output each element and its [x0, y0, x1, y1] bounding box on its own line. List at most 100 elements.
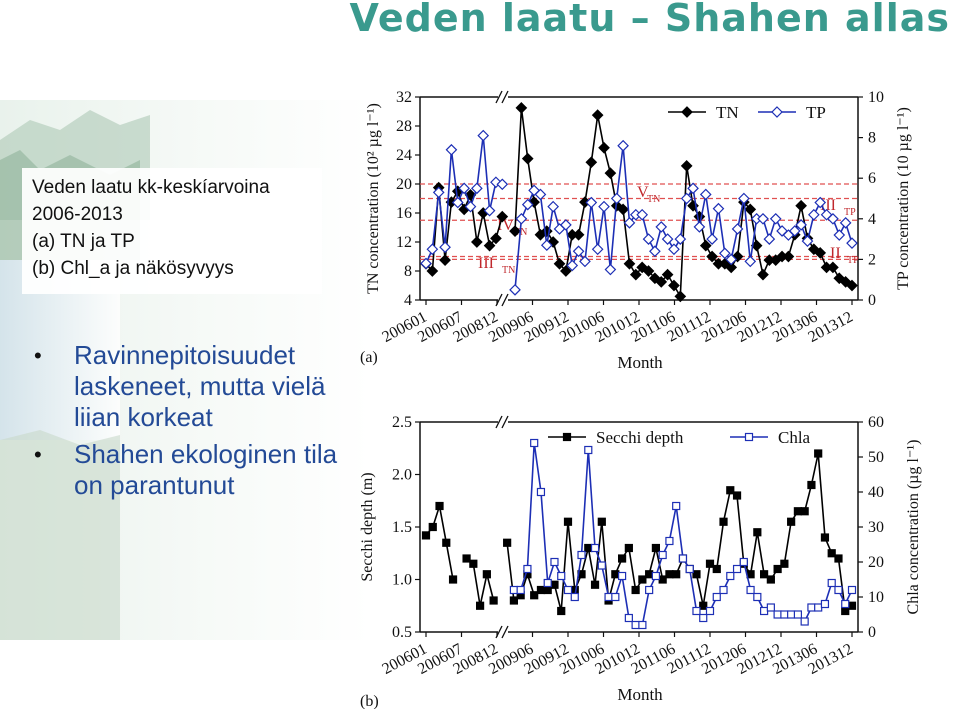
panel-label: (b) — [360, 693, 379, 709]
y-tick-label: 16 — [396, 205, 412, 222]
series-secchi-depth-point — [442, 538, 451, 547]
slide-title: Veden laatu – Shahen allas — [349, 0, 950, 40]
series-tp-point — [534, 188, 547, 201]
series-chla-point — [732, 564, 742, 574]
axis-break-mask — [498, 294, 508, 306]
series-tn-point — [827, 261, 839, 274]
series-secchi-depth-point — [651, 543, 661, 553]
series-tp-point — [420, 257, 432, 270]
series-chla-point — [624, 613, 633, 623]
y2-tick-label: 0 — [868, 292, 876, 309]
y-axis-title: TN concentration (10² µg l⁻¹) — [365, 103, 382, 294]
series-chla-point — [726, 571, 735, 581]
legend-marker — [681, 106, 693, 118]
series-tp-point — [738, 192, 750, 205]
series-secchi-depth-point — [773, 564, 782, 574]
series-secchi-depth-point — [590, 580, 600, 589]
series-tn-point — [661, 268, 674, 281]
axis-break-mark — [501, 415, 509, 429]
legend-label: Chla — [778, 428, 811, 447]
series-chla-point — [651, 571, 661, 581]
series-tp-point — [661, 233, 674, 245]
series-secchi-depth-point — [469, 559, 478, 568]
series-chla-point — [820, 599, 830, 609]
series-tn-point — [426, 265, 439, 277]
series-tp-point — [521, 198, 534, 211]
y2-tick-label: 60 — [868, 414, 884, 431]
series-secchi-depth-point — [719, 517, 728, 526]
series-tp-point — [591, 243, 604, 256]
y2-tick-label: 4 — [868, 211, 876, 228]
series-tp-point — [833, 229, 846, 241]
class-label-sub: TN — [502, 265, 515, 276]
series-secchi-depth-point — [489, 596, 498, 605]
series-tn-point — [680, 160, 693, 172]
bullet-item-1: • Ravinnepitoisuudet laskeneet, mutta vie… — [30, 340, 360, 433]
legend-label: Secchi depth — [596, 428, 684, 447]
series-tp-point — [572, 245, 585, 258]
y-tick-label: 12 — [396, 234, 412, 251]
series-chla-point — [787, 610, 796, 619]
series-tp-point — [788, 225, 801, 237]
class-label-sub: TP — [847, 255, 859, 266]
series-chla-point — [509, 585, 519, 595]
series-secchi-depth-point — [428, 522, 437, 532]
series-secchi-depth-point — [800, 507, 809, 516]
series-tp-point — [604, 263, 617, 276]
bullet-dot-icon: • — [34, 343, 42, 368]
series-secchi-depth-point — [841, 606, 850, 616]
series-chla-point — [645, 585, 654, 595]
series-tp-point — [496, 178, 509, 191]
series-chla-point — [536, 487, 546, 497]
series-secchi-depth-point — [624, 543, 633, 553]
series-secchi-depth-point — [503, 538, 512, 547]
series-tn-point — [642, 265, 655, 277]
summary-line-4: (b) Chl_a ja näkösyvyys — [32, 258, 234, 279]
series-chla-point — [550, 557, 559, 567]
series-tn-point — [623, 257, 636, 270]
series-tp-point — [566, 259, 579, 272]
series-tn-point — [496, 210, 509, 223]
series-chla-point — [543, 578, 552, 588]
series-tp-point — [451, 196, 464, 209]
series-secchi-depth-point — [611, 570, 620, 579]
series-secchi-depth-point — [766, 575, 775, 584]
series-secchi-depth-point — [563, 517, 573, 526]
series-tp-point — [731, 223, 744, 235]
series-chla-point — [584, 445, 593, 455]
series-chla-point — [631, 620, 640, 630]
series-chla-point — [712, 592, 721, 602]
series-tp-point — [439, 241, 451, 254]
series-secchi-depth-point — [448, 575, 458, 584]
series-tp-point — [827, 212, 839, 225]
series-secchi-depth-point — [645, 570, 654, 579]
series-chla-point — [827, 578, 836, 588]
series-tp-point — [445, 143, 458, 156]
class-label: II — [830, 245, 841, 262]
x-axis-title: Month — [617, 353, 663, 372]
summary-line-3: (a) TN ja TP — [32, 231, 135, 252]
series-tn-point — [674, 290, 687, 303]
series-chla-point — [678, 554, 688, 563]
series-tn-point — [585, 156, 598, 169]
series-chla-point — [604, 592, 613, 602]
series-secchi-depth-point — [820, 533, 830, 542]
series-chla-point — [807, 603, 816, 612]
y-tick-label: 8 — [404, 263, 412, 280]
series-secchi-depth-point — [692, 570, 701, 579]
y-tick-label: 1.5 — [392, 519, 412, 536]
series-secchi-depth-point — [658, 575, 667, 584]
series-chla-point — [570, 592, 579, 602]
series-tp-point — [426, 243, 439, 256]
series-secchi-depth-line — [506, 453, 853, 613]
series-secchi-depth-point — [638, 575, 647, 584]
series-tp-point — [687, 182, 699, 195]
series-chla-point — [516, 585, 525, 595]
series-secchi-depth-point — [530, 591, 539, 600]
y2-tick-label: 10 — [868, 589, 884, 606]
series-tn-point — [744, 203, 757, 216]
series-chla-point — [563, 585, 573, 595]
series-tp-point — [585, 196, 598, 209]
series-chla-point — [814, 603, 823, 612]
series-tn-point — [668, 279, 680, 292]
